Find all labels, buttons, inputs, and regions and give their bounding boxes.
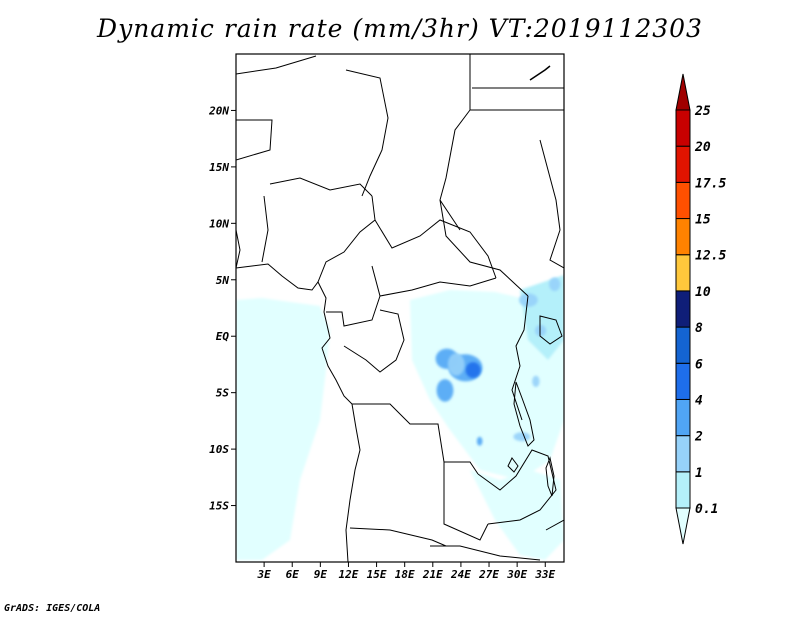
coastline-gulf-guinea-north	[236, 229, 241, 269]
coastline-west	[236, 263, 361, 562]
lat-tick-label: 10N	[209, 217, 229, 230]
colorbar-level-label: 10	[695, 285, 711, 300]
border-niger-nigeria	[269, 177, 373, 197]
colorbar-level-label: 0.1	[695, 502, 718, 517]
colorbar-level-label: 2	[694, 430, 703, 445]
colorbar-box	[675, 398, 691, 437]
rain-cell	[436, 379, 454, 402]
rain-cell	[534, 324, 547, 337]
lat-tick-label: 5S	[216, 387, 230, 400]
colorbar-box	[675, 145, 691, 183]
lat-tick-label: 5N	[216, 274, 230, 287]
lon-tick-label: 12E	[339, 568, 359, 581]
border-sudan-south	[439, 199, 529, 297]
colorbar-level-label: 4	[695, 393, 703, 408]
lon-tick-label: 21E	[422, 568, 443, 581]
colorbar-level-label: 15	[695, 213, 711, 228]
border-zambia-mozambique	[545, 519, 564, 531]
lon-tick-label: 9E	[314, 568, 328, 581]
border-congo	[343, 309, 405, 373]
lake-mweru	[507, 457, 519, 473]
rain-cells	[435, 277, 561, 446]
colorbar-level-label: 12.5	[695, 249, 726, 264]
sea-coast-red-sea	[529, 65, 551, 81]
colorbar-box	[675, 326, 691, 364]
footer-credit: GrADS: IGES/COLA	[4, 603, 101, 614]
border-niger-chad	[345, 69, 389, 197]
colorbar-min-triangle	[675, 507, 691, 545]
border-algeria-libya	[236, 55, 317, 75]
colorbar-box	[675, 435, 691, 473]
border-car-north	[374, 219, 497, 279]
map-boundaries	[236, 54, 564, 562]
border-chad-sudan	[439, 109, 471, 231]
lon-tick-label: 3E	[256, 568, 271, 581]
colorbar-box	[675, 109, 691, 147]
border-south-drc	[430, 545, 541, 561]
border-drc-east	[511, 295, 529, 421]
rain-cell	[465, 362, 481, 378]
lon-tick-label: 27E	[478, 568, 499, 581]
lon-tick-label: 30E	[506, 568, 527, 581]
colorbar-box	[675, 471, 691, 509]
rain-cell	[549, 277, 561, 292]
border-sudan-ethiopia	[539, 139, 564, 269]
colorbar-max-triangle	[675, 73, 691, 111]
colorbar: 0.1 1 2 4 6 8 10 12.5 15 17.5 20 25	[675, 73, 726, 545]
rain-area-congo-basin	[410, 290, 564, 480]
lon-tick-label: 6E	[286, 568, 300, 581]
longitude-axis: 3E 6E 9E 12E 15E 18E 21E 24E 27E 30E 33E	[256, 562, 556, 581]
light-rain-field	[236, 275, 564, 560]
colorbar-level-label: 6	[695, 357, 703, 372]
border-nigeria-cameroon	[317, 195, 376, 283]
colorbar-level-label: 8	[695, 321, 703, 336]
lon-tick-label: 15E	[367, 568, 387, 581]
colorbar-level-label: 17.5	[695, 176, 726, 191]
lat-tick-label: 20N	[208, 104, 229, 117]
lon-tick-label: 33E	[534, 568, 555, 581]
lat-tick-label: EQ	[216, 330, 230, 343]
colorbar-box	[675, 254, 691, 292]
border-angola-namibia	[349, 527, 447, 547]
colorbar-level-label: 25	[694, 104, 711, 119]
colorbar-box	[675, 290, 691, 328]
latitude-axis: 20N 15N 10N 5N EQ 5S 10S 15S	[208, 104, 236, 513]
plot-frame	[235, 53, 565, 563]
lake-malawi	[545, 456, 555, 497]
rain-cell	[447, 353, 465, 376]
lon-tick-label: 24E	[450, 568, 471, 581]
border-mali-niger	[236, 119, 273, 161]
rain-area-atlantic	[236, 298, 330, 560]
rain-cell	[519, 293, 538, 307]
colorbar-box	[675, 218, 691, 256]
lake-tanganyika	[513, 381, 535, 447]
lat-tick-label: 15N	[209, 161, 229, 174]
map-title: Dynamic rain rate (mm/3hr) VT:2019112303	[97, 14, 703, 43]
border-car-south	[371, 265, 497, 297]
rain-cell	[476, 436, 483, 446]
colorbar-box	[675, 362, 691, 400]
border-zambia	[477, 449, 557, 525]
border-cameroon-south	[326, 295, 381, 327]
rain-cell	[532, 375, 540, 388]
lat-tick-label: 15S	[209, 500, 229, 513]
colorbar-box	[675, 181, 691, 220]
border-nigeria-benin	[261, 195, 269, 263]
rain-area-southeast	[470, 470, 564, 560]
rain-cell	[513, 432, 531, 442]
border-drc-angola	[352, 403, 479, 475]
lon-tick-label: 18E	[395, 568, 415, 581]
border-angola-zambia	[443, 462, 489, 541]
lat-tick-label: 10S	[209, 443, 229, 456]
colorbar-level-label: 1	[695, 466, 703, 481]
colorbar-level-label: 20	[694, 140, 711, 155]
lake-victoria	[539, 315, 563, 345]
